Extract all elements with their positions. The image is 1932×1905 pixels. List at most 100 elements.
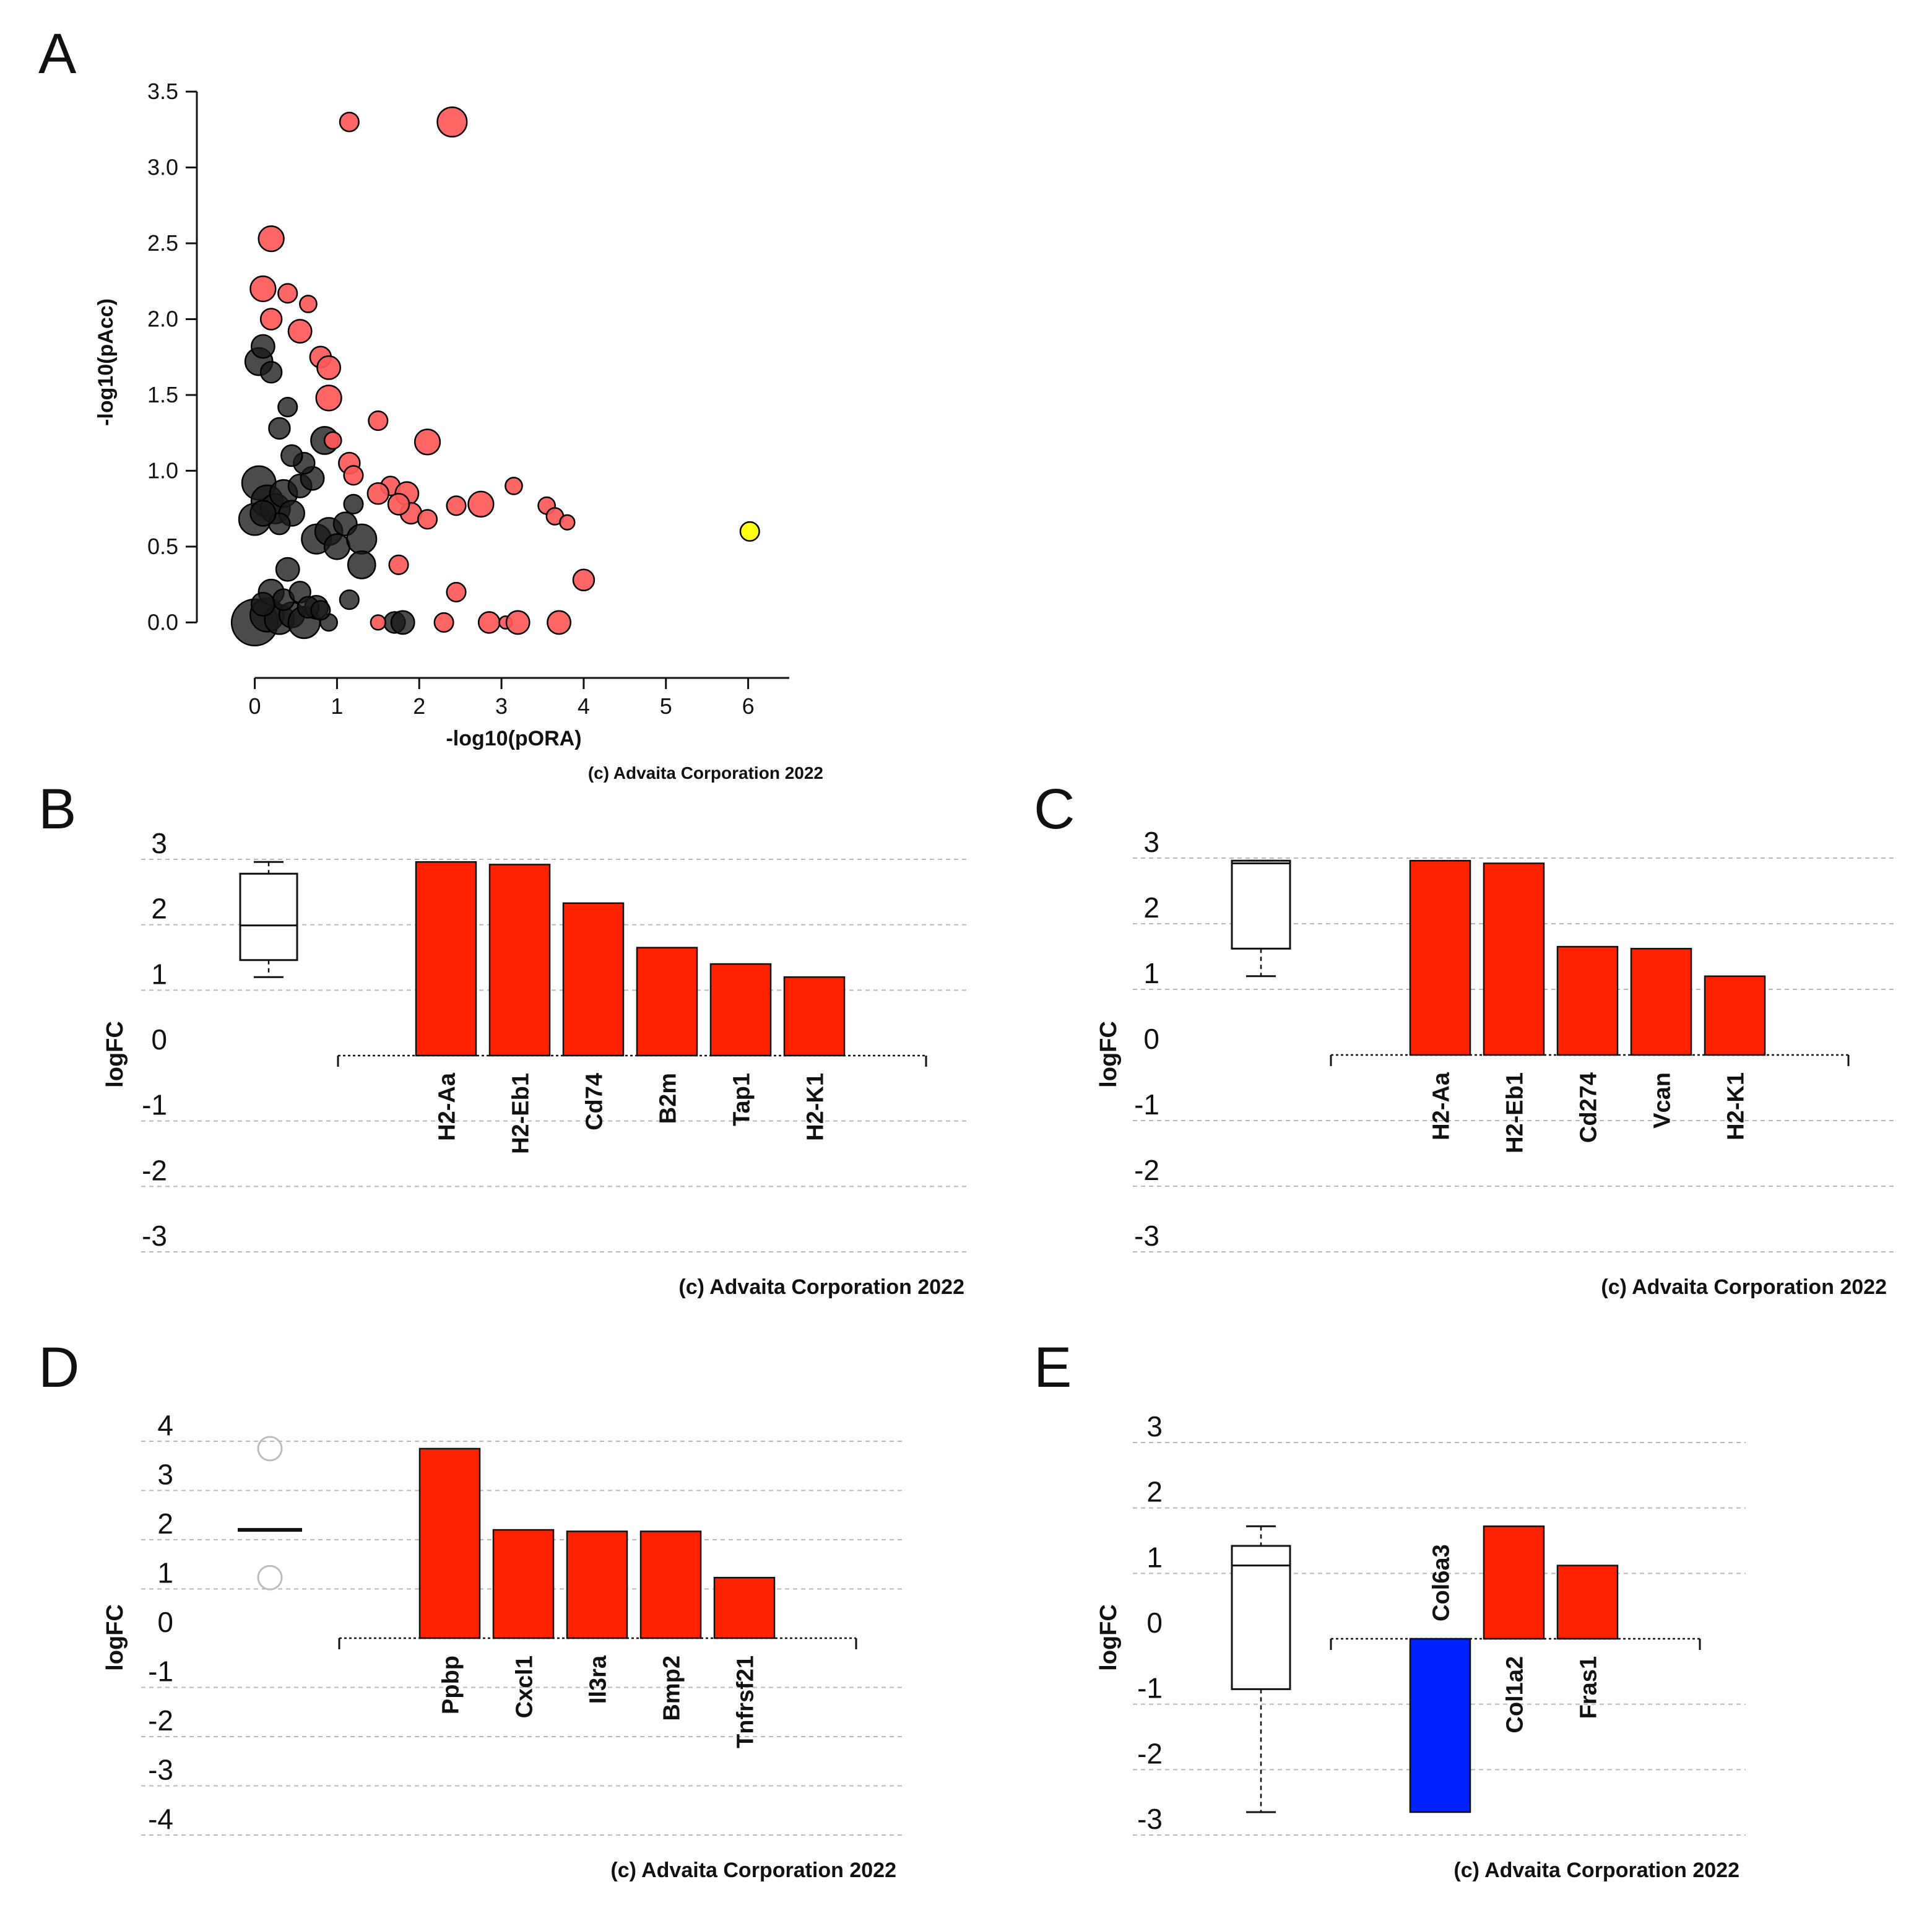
x-tick-label: 1 xyxy=(331,693,343,719)
y-tick-label: 2.5 xyxy=(147,230,178,256)
bar-tnfrsf21 xyxy=(713,1576,776,1639)
y-tick-label: -1 xyxy=(1137,1672,1163,1704)
data-point xyxy=(343,465,364,486)
data-point xyxy=(287,319,313,344)
data-point xyxy=(299,295,318,313)
data-point xyxy=(370,614,386,631)
x-category-label: H2-Aa xyxy=(1429,1072,1455,1140)
x-category-label: H2-Eb1 xyxy=(1502,1072,1528,1153)
x-category-label: H2-K1 xyxy=(1723,1072,1749,1140)
y-tick-label: 1.0 xyxy=(147,458,178,483)
panel-e-label: E xyxy=(1034,1336,1072,1399)
data-point xyxy=(414,428,441,456)
bar-ppbp xyxy=(418,1447,481,1639)
x-category-label: Col6a3 xyxy=(1429,1544,1455,1621)
data-point xyxy=(249,500,277,527)
bar-col6a3 xyxy=(1409,1638,1471,1813)
y-tick-label: 3.0 xyxy=(147,154,178,180)
data-point xyxy=(277,283,298,304)
y-tick-label: -1 xyxy=(148,1655,173,1688)
y-tick-label: -2 xyxy=(1134,1154,1159,1186)
data-point xyxy=(559,514,576,531)
x-category-label: Cd74 xyxy=(582,1073,608,1130)
data-point xyxy=(268,417,291,440)
bar-h2-k1 xyxy=(783,976,846,1057)
data-point xyxy=(250,334,275,359)
panel-d-label: D xyxy=(38,1336,79,1399)
data-point xyxy=(446,495,467,516)
data-point xyxy=(323,431,342,450)
x-category-label: H2-Aa xyxy=(435,1072,461,1141)
y-axis-label: logFC xyxy=(1096,1021,1122,1088)
data-point xyxy=(739,521,760,542)
data-point xyxy=(339,589,360,610)
copyright-footer: (c) Advaita Corporation 2022 xyxy=(588,763,823,783)
y-tick-label: -3 xyxy=(1134,1220,1159,1252)
y-tick-label: 3 xyxy=(151,827,167,859)
bar-h2-eb1 xyxy=(1483,862,1545,1056)
copyright-footer: (c) Advaita Corporation 2022 xyxy=(678,1275,964,1299)
box-iqr xyxy=(239,872,298,961)
data-point xyxy=(366,482,390,505)
y-tick-label: 0 xyxy=(1146,1607,1163,1639)
x-category-label: Ppbp xyxy=(438,1655,464,1714)
y-tick-label: 0 xyxy=(157,1606,173,1638)
panel-b-bar-chart: B logFC 3 2 1 0 -1 -2 -3 H2-Aa H2-Eb1 Cd74 B2m Tap1… xyxy=(38,778,969,1299)
y-tick-label: 3 xyxy=(1146,1410,1163,1443)
x-category-label: H2-Eb1 xyxy=(508,1073,534,1154)
y-axis-label: logFC xyxy=(1096,1604,1122,1671)
bar-cd74 xyxy=(562,902,625,1057)
y-tick-label: 4 xyxy=(157,1409,173,1441)
bar-h2-aa xyxy=(1409,859,1471,1056)
panel-c-bar-chart: C logFC 3 2 1 0 -1 -2 -3 H2-Aa H2-Eb1 Cd274 Vcan H2… xyxy=(1034,778,1894,1299)
y-tick-label: -2 xyxy=(148,1704,173,1737)
y-tick-label: 1.5 xyxy=(147,382,178,407)
data-point xyxy=(505,477,523,495)
panel-e-bar-chart: E logFC 3 2 1 0 -1 -2 -3 Col6a3 Col1a2 Fras1 (c) … xyxy=(1034,1336,1746,1882)
data-point xyxy=(249,275,277,303)
x-category-label: Cxcl1 xyxy=(512,1655,538,1718)
data-point xyxy=(433,612,454,633)
x-category-label: Fras1 xyxy=(1576,1656,1602,1719)
copyright-footer: (c) Advaita Corporation 2022 xyxy=(1601,1275,1887,1299)
y-tick-label: -3 xyxy=(142,1220,167,1252)
data-point xyxy=(258,225,285,253)
data-point xyxy=(417,509,438,530)
copyright-footer: (c) Advaita Corporation 2022 xyxy=(610,1859,896,1882)
bar-h2-aa xyxy=(415,861,477,1057)
bar-bmp2 xyxy=(639,1530,702,1639)
y-tick-label: 0 xyxy=(151,1023,167,1056)
y-axis-label: logFC xyxy=(102,1021,128,1088)
y-tick-label: -2 xyxy=(142,1154,167,1186)
x-tick-label: 0 xyxy=(249,693,261,719)
x-tick-label: 4 xyxy=(578,693,590,719)
data-point xyxy=(259,360,283,384)
y-tick-label: 0 xyxy=(1143,1023,1159,1055)
copyright-footer: (c) Advaita Corporation 2022 xyxy=(1453,1859,1739,1882)
data-point xyxy=(310,600,331,621)
panel-a-scatter: A 0.0 0.5 1.0 1.5 2.0 2.5 3.0 3.5 0 1 2 3 4 5 6 -log1… xyxy=(38,22,823,783)
x-tick-label: 2 xyxy=(413,693,425,719)
data-point xyxy=(316,355,342,380)
y-tick-label: -2 xyxy=(1137,1737,1163,1769)
bar-tap1 xyxy=(709,963,772,1057)
data-point xyxy=(277,396,298,418)
panel-d-bar-chart: D logFC 4 3 2 1 0 -1 -2 -3 -4 Ppbp Cxcl1 Il3ra Bmp2 T… xyxy=(38,1336,904,1882)
box-iqr xyxy=(1231,1545,1291,1690)
y-tick-label: -3 xyxy=(1137,1803,1163,1835)
data-point xyxy=(323,533,351,560)
box-outlier xyxy=(257,1564,283,1590)
bar-col1a2 xyxy=(1483,1525,1545,1640)
panel-c-label: C xyxy=(1034,778,1075,841)
y-axis-label: -log10(pAcc) xyxy=(94,298,118,426)
data-point xyxy=(343,493,364,514)
data-point xyxy=(346,523,378,555)
data-point xyxy=(250,592,275,617)
y-tick-label: -1 xyxy=(142,1089,167,1121)
x-category-label: Tnfrsf21 xyxy=(733,1655,759,1748)
y-tick-label: 2 xyxy=(1146,1476,1163,1508)
y-tick-label: 2 xyxy=(1143,892,1159,924)
data-point xyxy=(259,308,283,331)
box-outlier xyxy=(257,1436,283,1462)
y-tick-label: -4 xyxy=(148,1803,173,1835)
